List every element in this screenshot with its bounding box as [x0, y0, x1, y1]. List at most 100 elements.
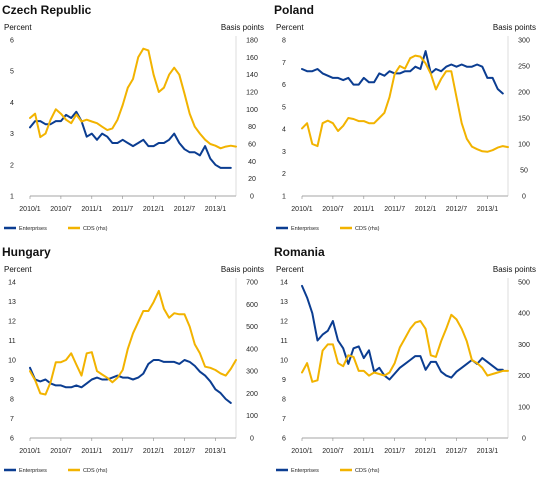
x-tick-label: 2013/1	[477, 448, 499, 455]
left-axis-label: Percent	[276, 23, 304, 32]
x-tick-label: 2012/1	[415, 206, 437, 213]
right-tick-label: 0	[522, 194, 526, 201]
x-tick-label: 2010/7	[50, 448, 72, 455]
left-tick-label: 3	[282, 149, 286, 156]
x-tick-label: 2011/7	[384, 206, 405, 213]
right-tick-label: 400	[518, 311, 530, 318]
left-tick-label: 14	[8, 280, 16, 287]
right-tick-label: 0	[250, 436, 254, 443]
left-tick-label: 13	[280, 299, 288, 306]
legend-label-cds: CDS (rhs)	[355, 226, 380, 232]
x-tick-label: 2011/7	[112, 448, 133, 455]
right-tick-label: 100	[246, 107, 258, 114]
right-tick-label: 100	[246, 413, 258, 420]
left-tick-label: 7	[282, 60, 286, 67]
left-tick-label: 2	[10, 162, 14, 169]
x-tick-label: 2012/7	[174, 206, 196, 213]
legend-label-cds: CDS (rhs)	[355, 468, 380, 474]
x-tick-label: 2010/7	[322, 206, 344, 213]
left-tick-label: 9	[10, 377, 14, 384]
chart-panel-poland: Poland Percent Basis points 1 2 3 4 5 6 7 8 0 50 100 1…	[272, 0, 540, 238]
left-tick-label: 10	[8, 358, 16, 365]
left-tick-label: 10	[280, 358, 288, 365]
legend-label-enterprises: Enterprises	[291, 226, 319, 232]
right-tick-label: 160	[246, 55, 258, 62]
right-tick-label: 600	[246, 302, 258, 309]
left-tick-label: 6	[10, 38, 14, 45]
chart-hungary-svg: Hungary Percent Basis points 6 7 8 9 10 11 12 13 14…	[2, 245, 264, 474]
x-tick-label: 2010/1	[19, 448, 41, 455]
right-tick-label: 140	[246, 72, 258, 79]
left-tick-label: 11	[8, 338, 15, 345]
right-tick-label: 100	[518, 404, 530, 411]
right-tick-label: 20	[248, 176, 256, 183]
x-tick-label: 2011/1	[353, 206, 374, 213]
x-tick-label: 2011/7	[112, 206, 133, 213]
left-axis-label: Percent	[276, 265, 304, 274]
x-tick-label: 2012/1	[143, 206, 165, 213]
left-tick-label: 8	[282, 38, 286, 45]
left-tick-label: 12	[280, 319, 288, 326]
x-tick-label: 2010/7	[322, 448, 344, 455]
chart-panel-czech: Czech Republic Percent Basis points 1 2 3 4 5 6 0…	[0, 0, 268, 238]
legend-label-cds: CDS (rhs)	[83, 468, 108, 474]
x-tick-label: 2010/7	[50, 206, 72, 213]
left-tick-label: 6	[10, 436, 14, 443]
enterprises-series-line	[29, 359, 232, 404]
x-tick-label: 2011/7	[384, 448, 405, 455]
right-tick-label: 300	[518, 342, 530, 349]
left-tick-label: 5	[10, 69, 14, 76]
x-tick-label: 2012/1	[415, 448, 437, 455]
left-tick-label: 8	[10, 397, 14, 404]
left-tick-label: 13	[8, 299, 16, 306]
left-tick-label: 14	[280, 280, 288, 287]
left-tick-label: 2	[282, 171, 286, 178]
cds-series-line	[301, 313, 509, 383]
chart-title: Hungary	[2, 245, 51, 259]
right-axis-label: Basis points	[493, 265, 536, 274]
enterprises-series-line	[301, 284, 504, 381]
right-tick-label: 200	[518, 373, 530, 380]
x-tick-label: 2010/1	[291, 448, 313, 455]
left-tick-label: 1	[10, 194, 14, 201]
x-tick-label: 2012/7	[446, 206, 468, 213]
chart-poland-svg: Poland Percent Basis points 1 2 3 4 5 6 7 8 0 50 100 1…	[274, 3, 536, 232]
right-tick-label: 50	[520, 168, 528, 175]
legend-label-enterprises: Enterprises	[19, 468, 47, 474]
right-tick-label: 250	[518, 64, 530, 71]
x-tick-label: 2012/7	[174, 448, 196, 455]
left-tick-label: 6	[282, 82, 286, 89]
right-tick-label: 200	[246, 391, 258, 398]
cds-series-line	[29, 47, 237, 150]
left-tick-label: 8	[282, 397, 286, 404]
right-tick-label: 80	[248, 124, 256, 131]
x-tick-label: 2010/1	[291, 206, 313, 213]
left-tick-label: 9	[282, 377, 286, 384]
left-tick-label: 7	[10, 416, 14, 423]
right-tick-label: 180	[246, 38, 258, 45]
x-tick-label: 2013/1	[205, 448, 227, 455]
right-axis-label: Basis points	[493, 23, 536, 32]
right-tick-label: 0	[250, 194, 254, 201]
chart-panel-romania: Romania Percent Basis points 6 7 8 9 10 11 12 13 14…	[272, 242, 540, 480]
x-tick-label: 2013/1	[205, 206, 227, 213]
left-tick-label: 11	[280, 338, 287, 345]
right-tick-label: 200	[518, 90, 530, 97]
chart-title: Czech Republic	[2, 3, 92, 17]
right-axis-label: Basis points	[221, 265, 264, 274]
chart-title: Poland	[274, 3, 314, 17]
right-tick-label: 0	[522, 436, 526, 443]
x-tick-label: 2011/1	[353, 448, 374, 455]
left-tick-label: 12	[8, 319, 16, 326]
left-tick-label: 7	[282, 416, 286, 423]
cds-series-line	[301, 54, 509, 153]
right-tick-label: 700	[246, 280, 258, 287]
left-axis-label: Percent	[4, 265, 32, 274]
right-tick-label: 300	[518, 38, 530, 45]
right-tick-label: 150	[518, 116, 530, 123]
right-tick-label: 300	[246, 369, 258, 376]
left-tick-label: 1	[282, 194, 286, 201]
enterprises-series-line	[301, 50, 504, 95]
right-tick-label: 500	[518, 280, 530, 287]
